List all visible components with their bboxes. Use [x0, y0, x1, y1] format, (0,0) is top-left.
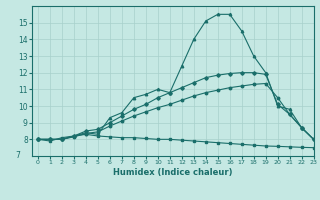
Text: 7: 7	[15, 152, 20, 160]
X-axis label: Humidex (Indice chaleur): Humidex (Indice chaleur)	[113, 168, 233, 177]
